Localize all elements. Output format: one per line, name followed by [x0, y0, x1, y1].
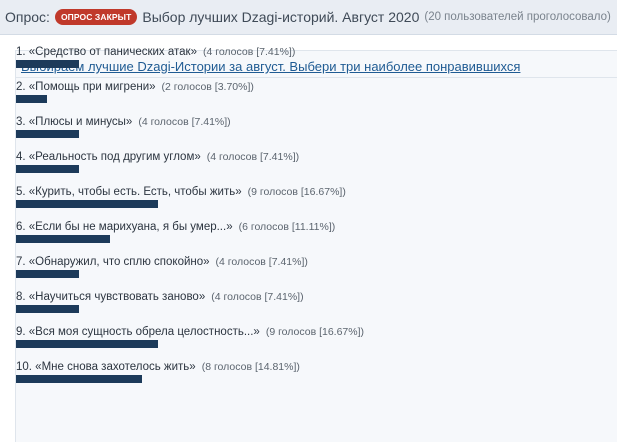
- poll-option-bar: [16, 375, 142, 383]
- poll-option-line: 2. «Помощь при мигрени» (2 голосов [3.70%…: [16, 78, 254, 95]
- poll-option-bar: [16, 60, 79, 68]
- poll-option-line: 10. «Мне снова захотелось жить» (8 голосо…: [16, 358, 300, 375]
- poll-option-bar-track: [16, 130, 576, 138]
- poll-question-row: Выбираем лучшие Dzagi-Истории за август.…: [16, 51, 617, 78]
- poll-options-list: 1. «Средство от панических атак» (4 голос…: [16, 43, 576, 393]
- poll-option-label: 8. «Научиться чувствовать заново»: [16, 291, 206, 303]
- poll-votes-summary: (20 пользователей проголосовало): [424, 11, 611, 23]
- poll-option-stats: (4 голосов [7.41%]): [138, 116, 231, 128]
- poll-option-line: 3. «Плюсы и минусы» (4 голосов [7.41%]): [16, 113, 231, 130]
- poll-option-line: 7. «Обнаружил, что сплю спокойно» (4 голо…: [16, 253, 308, 270]
- poll-option-bar-track: [16, 375, 576, 383]
- poll-option-bar-track: [16, 340, 576, 348]
- poll-option-bar-track: [16, 305, 576, 313]
- poll-option-label: 2. «Помощь при мигрени»: [16, 81, 156, 93]
- poll-option: 5. «Курить, чтобы есть. Есть, чтобы жить…: [16, 183, 576, 218]
- poll-option-bar: [16, 340, 158, 348]
- poll-option: 6. «Если бы не марихуана, я бы умер...» (…: [16, 218, 576, 253]
- poll-option-label: 9. «Вся моя сущность обрела целостность.…: [16, 326, 260, 338]
- poll-option-bar-track: [16, 165, 576, 173]
- poll-option-bar-track: [16, 60, 576, 68]
- poll-option-bar: [16, 200, 158, 208]
- poll-closed-badge: ОПРОС ЗАКРЫТ: [54, 9, 138, 25]
- poll-option-label: 5. «Курить, чтобы есть. Есть, чтобы жить…: [16, 186, 242, 198]
- poll-option-line: 9. «Вся моя сущность обрела целостность.…: [16, 323, 364, 340]
- poll-option: 3. «Плюсы и минусы» (4 голосов [7.41%]): [16, 113, 576, 148]
- poll-option-bar: [16, 95, 47, 103]
- poll-option: 10. «Мне снова захотелось жить» (8 голосо…: [16, 358, 576, 393]
- poll-option-bar-track: [16, 270, 576, 278]
- poll-option: 1. «Средство от панических атак» (4 голос…: [16, 43, 576, 78]
- poll-title: Выбор лучших Dzagi-историй. Август 2020: [142, 9, 420, 25]
- poll-option-stats: (9 голосов [16.67%]): [265, 326, 365, 338]
- poll-option-bar-track: [16, 235, 576, 243]
- poll-option-stats: (6 голосов [11.11%]): [238, 221, 336, 233]
- poll-option: 4. «Реальность под другим углом» (4 голос…: [16, 148, 576, 183]
- poll-option-line: 1. «Средство от панических атак» (4 голос…: [16, 43, 295, 60]
- poll-option-line: 8. «Научиться чувствовать заново» (4 голо…: [16, 288, 304, 305]
- poll-option-line: 6. «Если бы не марихуана, я бы умер...» (…: [16, 218, 335, 235]
- poll-option: 9. «Вся моя сущность обрела целостность.…: [16, 323, 576, 358]
- poll-option-line: 5. «Курить, чтобы есть. Есть, чтобы жить…: [16, 183, 346, 200]
- poll-option-label: 4. «Реальность под другим углом»: [16, 151, 201, 163]
- poll-option-bar: [16, 130, 79, 138]
- poll-option-stats: (2 голосов [3.70%]): [161, 81, 254, 93]
- poll-option-stats: (4 голосов [7.41%]): [215, 256, 308, 268]
- poll-question-link[interactable]: Выбираем лучшие Dzagi-Истории за август.…: [21, 59, 521, 74]
- poll-option-bar: [16, 165, 79, 173]
- poll-option-stats: (4 голосов [7.41%]): [206, 151, 300, 163]
- poll-option-label: 3. «Плюсы и минусы»: [16, 116, 133, 128]
- poll-option-label: 6. «Если бы не марихуана, я бы умер...»: [16, 221, 233, 233]
- poll-option-stats: (4 голосов [7.41%]): [202, 46, 296, 58]
- poll-option-bar: [16, 270, 79, 278]
- poll-header: Опрос: ОПРОС ЗАКРЫТ Выбор лучших Dzagi-и…: [0, 0, 617, 35]
- poll-option-bar-track: [16, 95, 576, 103]
- poll-option-line: 4. «Реальность под другим углом» (4 голос…: [16, 148, 299, 165]
- poll-option-label: 7. «Обнаружил, что сплю спокойно»: [16, 256, 210, 268]
- poll-option-bar-track: [16, 200, 576, 208]
- poll-option: 8. «Научиться чувствовать заново» (4 голо…: [16, 288, 576, 323]
- poll-option: 7. «Обнаружил, что сплю спокойно» (4 голо…: [16, 253, 576, 288]
- poll-option-bar: [16, 235, 110, 243]
- poll-option-bar: [16, 305, 79, 313]
- poll-option-stats: (4 голосов [7.41%]): [211, 291, 304, 303]
- poll-prefix: Опрос:: [5, 9, 50, 25]
- poll-option: 2. «Помощь при мигрени» (2 голосов [3.70%…: [16, 78, 576, 113]
- poll-option-stats: (9 голосов [16.67%]): [247, 186, 346, 198]
- poll-option-stats: (8 голосов [14.81%]): [201, 361, 300, 373]
- poll-option-label: 10. «Мне снова захотелось жить»: [16, 361, 196, 373]
- poll-option-label: 1. «Средство от панических атак»: [16, 46, 197, 58]
